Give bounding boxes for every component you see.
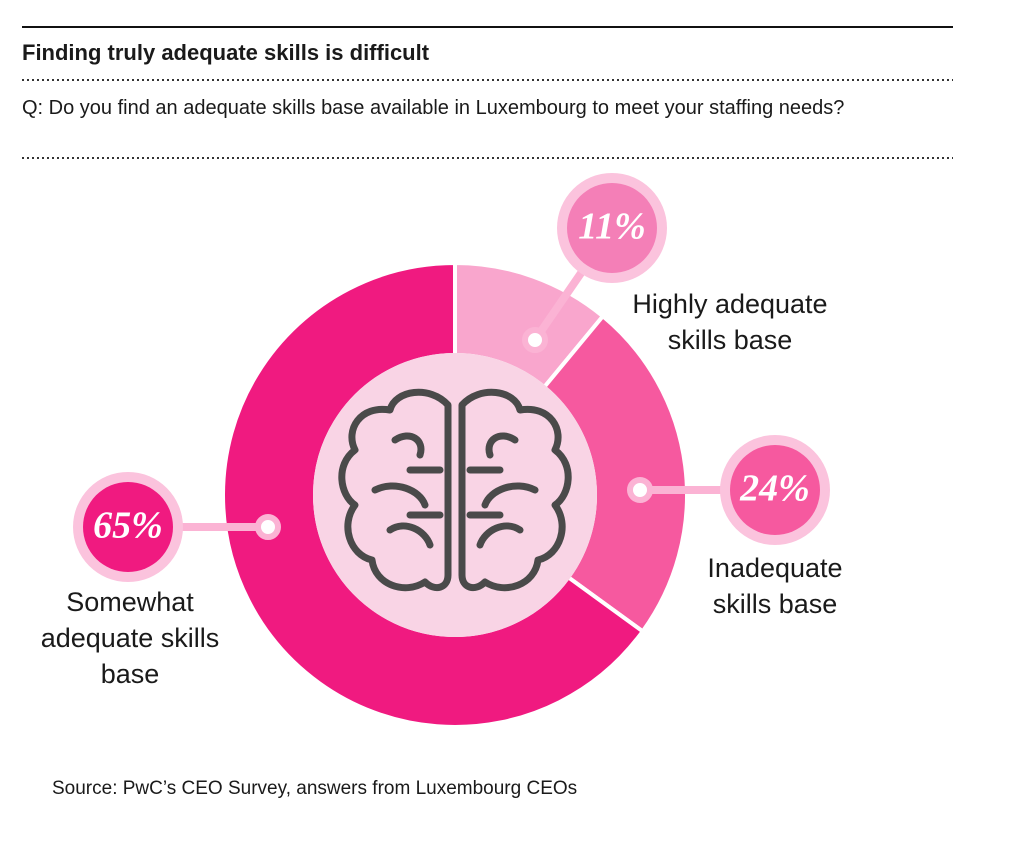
callout-dot bbox=[255, 514, 281, 540]
donut bbox=[221, 260, 689, 729]
value-callouts: 11% 24% 65% bbox=[73, 173, 830, 582]
source-note: Source: PwC’s CEO Survey, answers from L… bbox=[52, 778, 578, 799]
brain-icon bbox=[338, 388, 572, 592]
callout-dot bbox=[522, 327, 548, 353]
callout-dot bbox=[627, 477, 653, 503]
value-label: 65% bbox=[93, 505, 163, 547]
donut-hole bbox=[313, 353, 597, 637]
callout-bubble bbox=[567, 183, 657, 273]
chart-subtitle: Q: Do you find an adequate skills base a… bbox=[22, 97, 845, 119]
chart-title: Finding truly adequate skills is difficu… bbox=[22, 40, 430, 65]
value-label: 24% bbox=[739, 468, 810, 510]
callout-bubble bbox=[730, 445, 820, 535]
category-label: Somewhat adequate skills base bbox=[40, 587, 220, 689]
value-label: 11% bbox=[578, 206, 646, 248]
category-label: Highly adequate skills base bbox=[632, 289, 828, 355]
callout-bubble bbox=[83, 482, 173, 572]
category-label: Inadequate skills base bbox=[707, 553, 843, 619]
